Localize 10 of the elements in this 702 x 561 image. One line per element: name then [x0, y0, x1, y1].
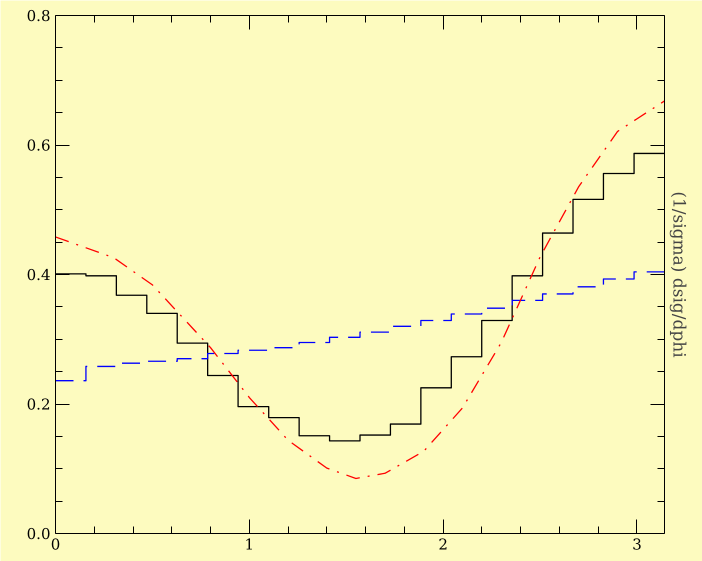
- x-tick-label: 3: [632, 536, 642, 554]
- y-tick-label: 0.4: [26, 266, 51, 284]
- y-axis-title: (1/sigma) dsig/dphi: [668, 191, 688, 358]
- x-tick-label: 2: [438, 536, 448, 554]
- y-tick-label: 0.6: [26, 136, 51, 154]
- x-tick-label: 0: [50, 536, 60, 554]
- y-tick-label: 0.0: [26, 525, 51, 543]
- y-tick-label: 0.8: [26, 7, 51, 25]
- y-tick-label: 0.2: [26, 396, 51, 414]
- x-tick-label: 1: [244, 536, 254, 554]
